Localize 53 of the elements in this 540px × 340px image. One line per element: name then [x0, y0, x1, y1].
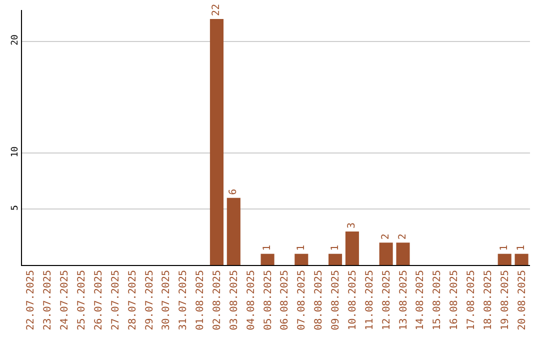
x-tick-label: 20.08.2025	[516, 270, 528, 330]
bar	[514, 254, 528, 265]
x-tick-label: 30.07.2025	[161, 270, 172, 330]
bar	[379, 242, 393, 265]
x-tick-label: 14.08.2025	[415, 270, 426, 330]
x-tick-label: 15.08.2025	[432, 270, 444, 330]
y-tick-label: 5	[10, 205, 20, 210]
x-tick-label: 04.08.2025	[246, 270, 257, 330]
bar	[210, 18, 224, 265]
data-label: 1	[499, 244, 510, 251]
x-tick-label: 01.08.2025	[195, 270, 206, 330]
x-tick-label: 06.08.2025	[280, 270, 291, 330]
x-tick-label: 09.08.2025	[330, 270, 342, 330]
bar	[226, 198, 240, 265]
bar	[294, 254, 308, 265]
x-tick-label: 29.07.2025	[144, 270, 156, 330]
x-tick-label: 11.08.2025	[364, 270, 376, 330]
x-tick-label: 05.08.2025	[262, 270, 274, 330]
x-tick-label: 26.07.2025	[93, 270, 104, 330]
data-label: 1	[516, 244, 528, 251]
x-tick-label: 23.07.2025	[42, 270, 54, 330]
data-label: 6	[228, 188, 240, 195]
x-tick-label: 12.08.2025	[381, 270, 392, 330]
x-tick-label: 18.08.2025	[482, 270, 494, 330]
x-tick-label: 24.07.2025	[60, 270, 71, 330]
x-tick-label: 19.08.2025	[500, 270, 511, 330]
x-tick-label: 13.08.2025	[398, 270, 410, 330]
data-label: 1	[296, 244, 307, 251]
bar	[396, 242, 410, 265]
x-tick-label: 08.08.2025	[314, 270, 325, 330]
data-label: 1	[330, 244, 341, 251]
bar	[498, 254, 512, 265]
x-tick-label: 16.08.2025	[449, 270, 460, 330]
x-tick-label: 03.08.2025	[228, 270, 240, 330]
x-tick-label: 31.07.2025	[178, 270, 190, 330]
data-label: 2	[380, 234, 392, 240]
data-label: 22	[211, 4, 222, 16]
x-tick-label: 17.08.2025	[466, 270, 477, 330]
x-tick-label: 25.07.2025	[76, 270, 88, 330]
bar	[260, 254, 274, 265]
x-tick-label: 28.07.2025	[127, 270, 138, 330]
bar	[345, 231, 359, 265]
x-tick-label: 22.07.2025	[26, 270, 37, 330]
bar	[328, 254, 342, 265]
x-tick-label: 10.08.2025	[347, 270, 358, 330]
x-tick-label: 02.08.2025	[212, 270, 223, 330]
y-tick-label: 20	[10, 34, 20, 46]
data-label: 2	[398, 234, 408, 240]
data-label: 1	[262, 244, 274, 251]
x-tick-label: 27.07.2025	[110, 270, 122, 330]
x-tick-label: 07.08.2025	[296, 270, 308, 330]
y-tick-label: 10	[10, 146, 20, 158]
data-label: 3	[346, 222, 358, 228]
